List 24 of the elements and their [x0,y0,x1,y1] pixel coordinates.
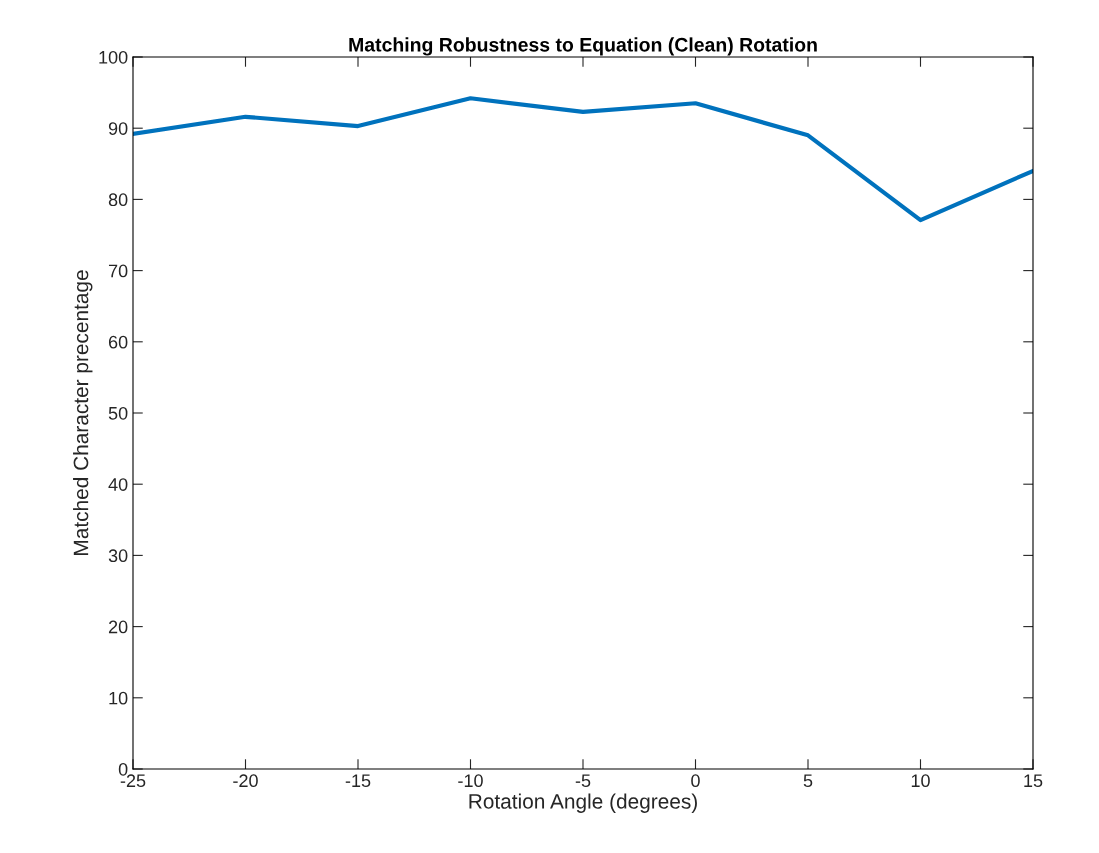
chart-title: Matching Robustness to Equation (Clean) Rotation [349,37,817,56]
y-tick-label: 30 [108,549,128,563]
y-tick-label: 100 [99,50,128,64]
y-tick-label: 20 [108,620,128,634]
x-tick-label: 15 [1024,774,1043,788]
x-tick-label: -20 [233,774,258,788]
y-axis-title: Matched Character precentage [73,270,93,555]
x-tick-label: 5 [803,774,813,788]
x-tick-label: -25 [120,774,146,788]
y-tick-label: 90 [108,122,128,135]
y-tick-label: 80 [108,193,128,207]
y-tick-label: 50 [108,406,128,420]
x-tick-label: -15 [345,774,371,788]
x-tick-label: 10 [911,774,930,788]
y-tick-label: 0 [118,762,128,776]
y-tick-label: 60 [108,335,128,349]
x-axis-title: Rotation Angle (degrees) [469,793,697,813]
x-tick-label: -5 [575,774,591,788]
y-tick-label: 10 [109,691,128,705]
line-series [133,96,1033,223]
x-tick-label: -10 [458,774,483,788]
y-tick-label: 70 [108,264,128,278]
x-tick-label: 0 [691,774,700,788]
y-tick-label: 40 [108,478,128,491]
